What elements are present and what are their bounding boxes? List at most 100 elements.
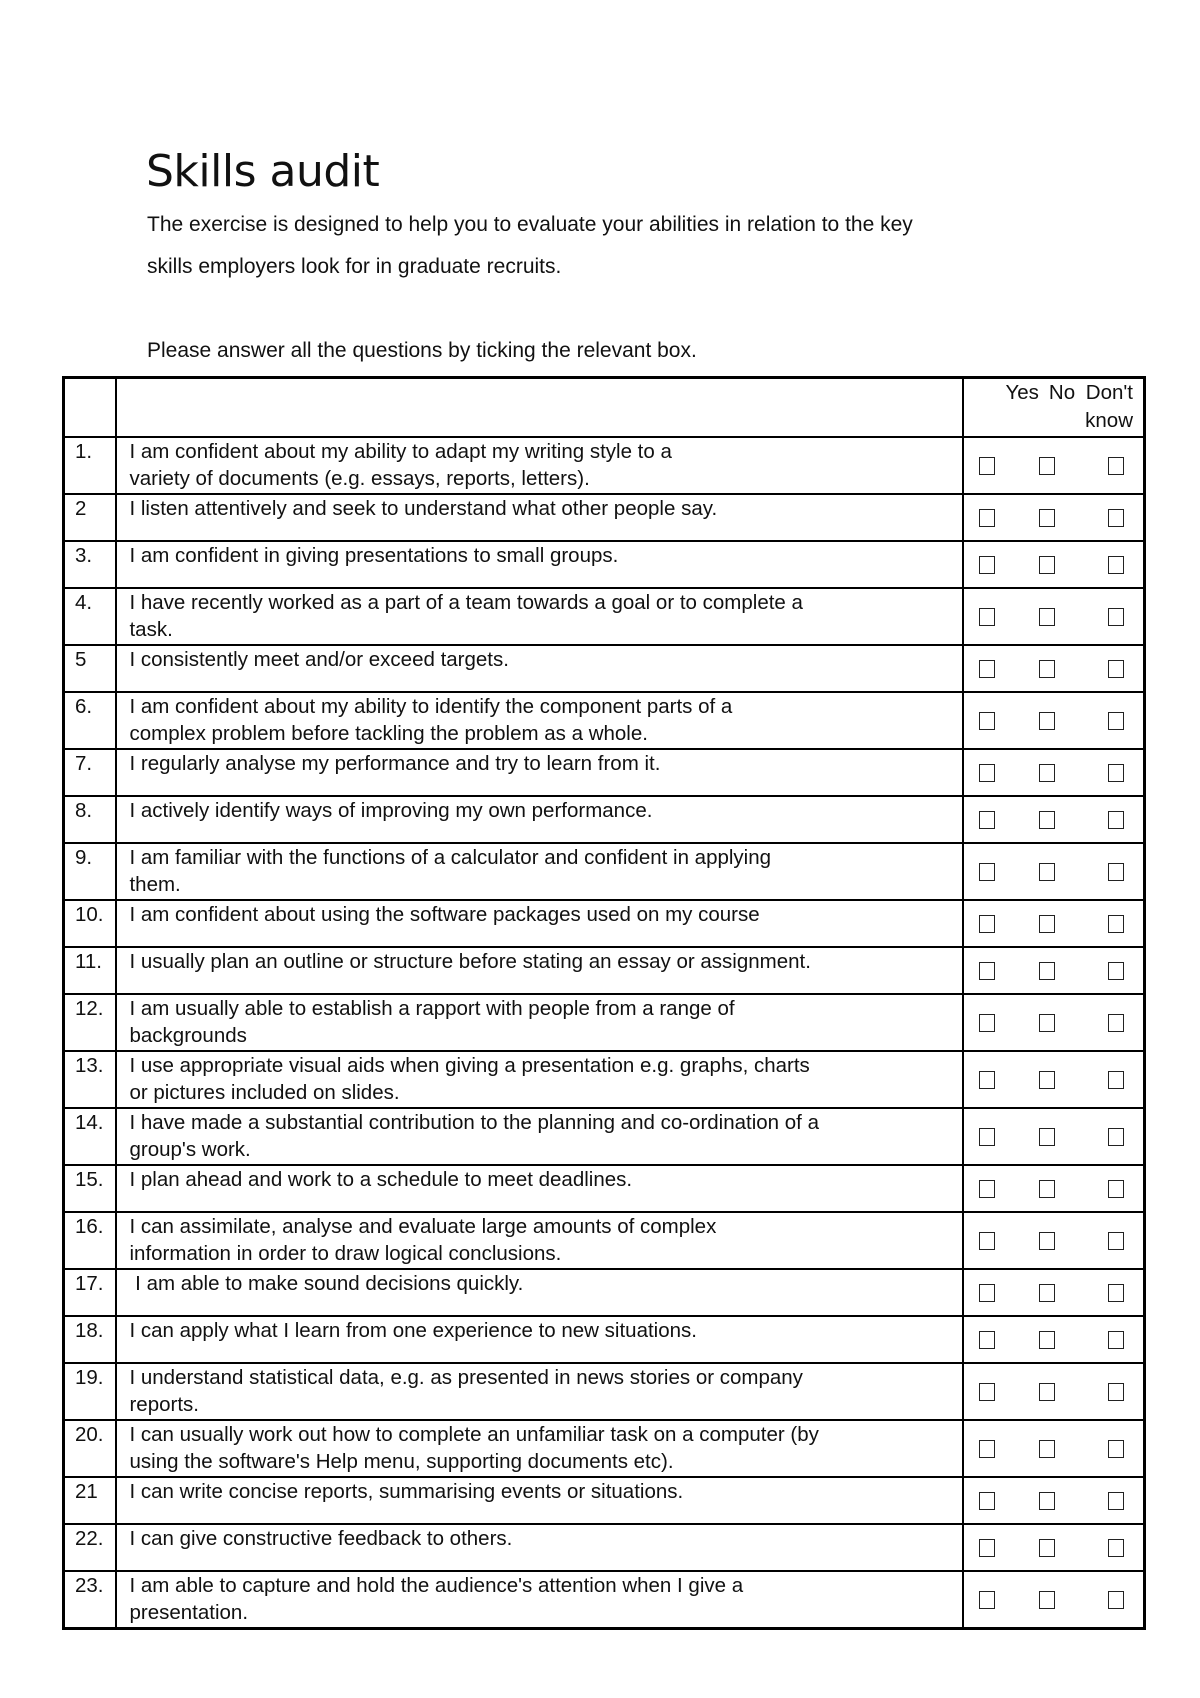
question-number: 10. [62, 899, 118, 948]
checkbox-dont-know[interactable] [1108, 1492, 1125, 1510]
checkbox-yes[interactable] [979, 457, 996, 475]
checkbox-dont-know[interactable] [1108, 764, 1125, 782]
table-row: 14. I have made a substantial contributio… [62, 1107, 1146, 1166]
checkbox-yes[interactable] [979, 764, 996, 782]
checkbox-yes[interactable] [979, 1492, 996, 1510]
column-yes: Yes [1005, 381, 1039, 404]
instruction-text: Please answer all the questions by ticki… [147, 339, 697, 362]
checkbox-no[interactable] [1039, 1591, 1056, 1609]
checkbox-dont-know[interactable] [1108, 457, 1125, 475]
checkbox-no[interactable] [1039, 1071, 1056, 1089]
checkbox-no[interactable] [1039, 712, 1056, 730]
checkbox-no[interactable] [1039, 660, 1056, 678]
checkbox-dont-know[interactable] [1108, 660, 1125, 678]
checkbox-dont-know[interactable] [1108, 509, 1125, 527]
table-row: 7. I regularly analyse my performance and… [62, 748, 1146, 797]
checkbox-yes[interactable] [979, 1284, 996, 1302]
checkbox-yes[interactable] [979, 1232, 996, 1250]
checkbox-no[interactable] [1039, 1014, 1056, 1032]
answer-cell [962, 587, 1146, 646]
checkbox-yes[interactable] [979, 660, 996, 678]
checkbox-dont-know[interactable] [1108, 1591, 1125, 1609]
answer-cell [962, 493, 1146, 542]
checkbox-yes[interactable] [979, 509, 996, 527]
table-row: 17. I am able to make sound decisions qu… [62, 1268, 1146, 1317]
checkbox-no[interactable] [1039, 1331, 1056, 1349]
checkbox-no[interactable] [1039, 1232, 1056, 1250]
checkbox-dont-know[interactable] [1108, 811, 1125, 829]
checkbox-yes[interactable] [979, 1440, 996, 1458]
checkbox-dont-know[interactable] [1108, 608, 1125, 626]
checkbox-yes[interactable] [979, 1539, 996, 1557]
header-answer-cell: Yes No Don't know [962, 376, 1146, 438]
checkbox-no[interactable] [1039, 1180, 1056, 1198]
checkbox-yes[interactable] [979, 1331, 996, 1349]
checkbox-no[interactable] [1039, 457, 1056, 475]
checkbox-yes[interactable] [979, 1383, 996, 1401]
answer-cell [962, 748, 1146, 797]
checkbox-no[interactable] [1039, 811, 1056, 829]
checkbox-yes[interactable] [979, 608, 996, 626]
checkbox-dont-know[interactable] [1108, 1232, 1125, 1250]
checkbox-yes[interactable] [979, 863, 996, 881]
checkbox-yes[interactable] [979, 712, 996, 730]
answer-cell [962, 899, 1146, 948]
checkbox-dont-know[interactable] [1108, 1014, 1125, 1032]
checkbox-yes[interactable] [979, 1591, 996, 1609]
checkbox-yes[interactable] [979, 915, 996, 933]
checkbox-dont-know[interactable] [1108, 1128, 1125, 1146]
checkbox-dont-know[interactable] [1108, 1331, 1125, 1349]
table-row: 4. I have recently worked as a part of a … [62, 587, 1146, 646]
checkbox-no[interactable] [1039, 509, 1056, 527]
answer-cell [962, 436, 1146, 495]
answer-cell [962, 946, 1146, 995]
answer-cell [962, 644, 1146, 693]
checkbox-dont-know[interactable] [1108, 1539, 1125, 1557]
question-number: 7. [62, 748, 118, 797]
checkbox-yes[interactable] [979, 1128, 996, 1146]
checkbox-no[interactable] [1039, 915, 1056, 933]
checkbox-dont-know[interactable] [1108, 712, 1125, 730]
checkbox-no[interactable] [1039, 1440, 1056, 1458]
checkbox-no[interactable] [1039, 1383, 1056, 1401]
table-row: 19. I understand statistical data, e.g. a… [62, 1362, 1146, 1421]
question-number: 20. [62, 1419, 118, 1478]
answer-cell [962, 1050, 1146, 1109]
checkbox-dont-know[interactable] [1108, 1180, 1125, 1198]
question-text: I can write concise reports, summarising… [115, 1476, 965, 1525]
checkbox-dont-know[interactable] [1108, 962, 1125, 980]
checkbox-yes[interactable] [979, 1071, 996, 1089]
checkbox-no[interactable] [1039, 962, 1056, 980]
checkbox-dont-know[interactable] [1108, 1071, 1125, 1089]
checkbox-dont-know[interactable] [1108, 863, 1125, 881]
checkbox-no[interactable] [1039, 608, 1056, 626]
question-text: I can usually work out how to complete a… [115, 1419, 965, 1478]
checkbox-no[interactable] [1039, 863, 1056, 881]
checkbox-yes[interactable] [979, 811, 996, 829]
question-text: I can apply what I learn from one experi… [115, 1315, 965, 1364]
question-number: 17. [62, 1268, 118, 1317]
checkbox-yes[interactable] [979, 1014, 996, 1032]
question-number: 23. [62, 1570, 118, 1630]
checkbox-no[interactable] [1039, 1539, 1056, 1557]
checkbox-yes[interactable] [979, 962, 996, 980]
checkbox-no[interactable] [1039, 1284, 1056, 1302]
skills-audit-table: Yes No Don't know 1. I am confident about … [62, 376, 1146, 1630]
question-text: I am confident about using the software … [115, 899, 965, 948]
answer-cell [962, 993, 1146, 1052]
checkbox-dont-know[interactable] [1108, 1383, 1125, 1401]
checkbox-no[interactable] [1039, 1492, 1056, 1510]
question-number: 1. [62, 436, 118, 495]
checkbox-dont-know[interactable] [1108, 1440, 1125, 1458]
checkbox-yes[interactable] [979, 556, 996, 574]
checkbox-dont-know[interactable] [1108, 915, 1125, 933]
table-row: 3. I am confident in giving presentations… [62, 540, 1146, 589]
table-row: 18. I can apply what I learn from one exp… [62, 1315, 1146, 1364]
checkbox-no[interactable] [1039, 556, 1056, 574]
checkbox-dont-know[interactable] [1108, 556, 1125, 574]
checkbox-dont-know[interactable] [1108, 1284, 1125, 1302]
checkbox-yes[interactable] [979, 1180, 996, 1198]
answer-cell [962, 1476, 1146, 1525]
checkbox-no[interactable] [1039, 1128, 1056, 1146]
checkbox-no[interactable] [1039, 764, 1056, 782]
